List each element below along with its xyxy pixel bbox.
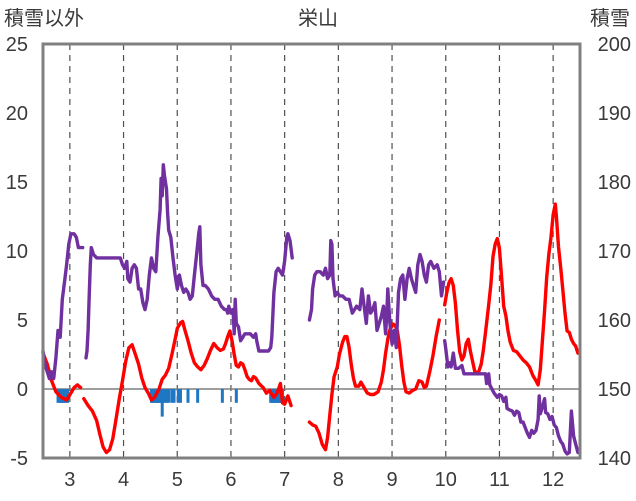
plot-border	[41, 42, 582, 460]
plot-frame	[41, 42, 582, 460]
blue-bar	[196, 389, 200, 403]
left-tick-label: 25	[6, 34, 28, 56]
x-tick-label: 9	[386, 469, 397, 491]
blue-bar	[178, 389, 182, 403]
right-tick-label: 160	[598, 310, 631, 332]
blue-bar	[176, 389, 180, 403]
x-tick-label: 7	[279, 469, 290, 491]
x-tick-label: 12	[542, 469, 564, 491]
x-tick-label: 6	[225, 469, 236, 491]
x-tick-label: 4	[118, 469, 129, 491]
right-axis-label: 積雪	[590, 7, 630, 30]
line-series	[41, 163, 580, 456]
right-tick-label: 150	[598, 379, 631, 401]
blue-bar	[220, 389, 224, 403]
red-line-segment	[307, 318, 441, 452]
left-tick-label: 5	[17, 310, 28, 332]
x-tick-label: 8	[333, 469, 344, 491]
blue-bar	[172, 389, 176, 403]
left-tick-label: 20	[6, 103, 28, 125]
x-tick-label: 3	[64, 469, 75, 491]
red-line-segment	[82, 319, 293, 455]
purple-line-segment	[41, 232, 85, 381]
blue-bar-series	[56, 389, 285, 417]
left-tick-label: -5	[10, 448, 28, 470]
right-tick-label: 200	[598, 34, 631, 56]
left-tick-label: 0	[17, 379, 28, 401]
chart-title: 栄山	[298, 7, 338, 30]
purple-line-segment	[84, 163, 294, 360]
purple-line-segment	[307, 238, 446, 350]
grid	[43, 44, 580, 458]
blue-bar	[165, 389, 169, 403]
x-tick-label: 10	[435, 469, 457, 491]
blue-bar	[186, 389, 190, 403]
blue-bar	[162, 389, 166, 403]
blue-bar	[234, 389, 238, 403]
left-tick-label: 10	[6, 241, 28, 263]
tick-labels: 25 20 15 10 5 0 -5 200 190 180 170 160 150 140 3 4 5 6 7 8 9…	[6, 34, 631, 491]
red-line-segment	[443, 202, 580, 387]
blue-bar	[170, 389, 174, 403]
right-tick-label: 170	[598, 241, 631, 263]
right-tick-label: 180	[598, 172, 631, 194]
left-axis-label: 積雪以外	[4, 7, 84, 30]
purple-line-segment	[443, 339, 580, 456]
blue-bar	[167, 389, 171, 403]
x-tick-label: 11	[489, 469, 510, 491]
red-line-segment	[41, 351, 83, 402]
right-tick-label: 190	[598, 103, 631, 125]
x-tick-label: 5	[172, 469, 183, 491]
right-tick-label: 140	[598, 448, 631, 470]
left-tick-label: 15	[6, 172, 28, 194]
